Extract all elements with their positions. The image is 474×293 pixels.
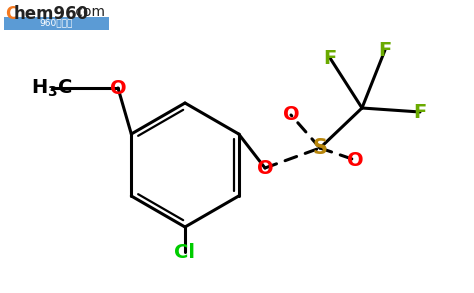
Text: F: F [413,103,427,122]
Text: $\mathbf{H_3C}$: $\mathbf{H_3C}$ [31,77,73,99]
Text: O: O [346,151,363,169]
Text: O: O [283,105,299,125]
Text: F: F [378,40,392,59]
Text: hem960: hem960 [14,5,89,23]
Text: O: O [109,79,126,98]
Text: O: O [257,159,273,178]
Text: F: F [323,49,337,67]
Text: .com: .com [72,5,106,19]
Text: 960化工网: 960化工网 [39,18,73,28]
Text: Cl: Cl [174,243,195,261]
Text: C: C [5,5,17,23]
Text: S: S [312,138,328,158]
FancyBboxPatch shape [4,17,109,30]
